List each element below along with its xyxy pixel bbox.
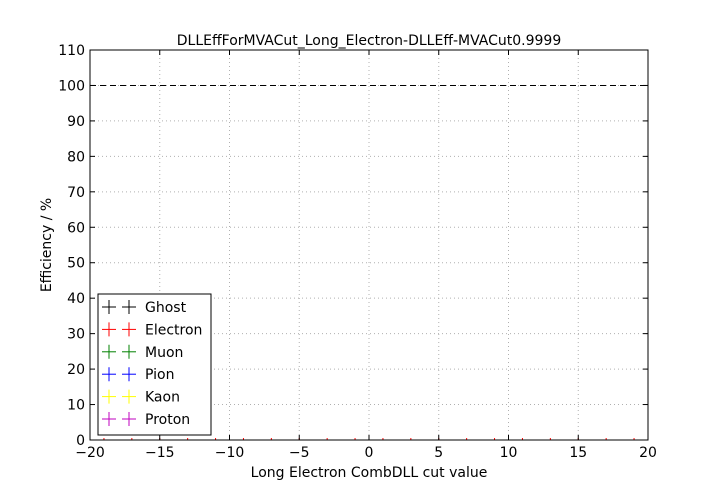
legend-item-ghost: Ghost: [102, 300, 187, 316]
legend-label: Muon: [145, 345, 183, 361]
y-tick-label: 40: [67, 291, 85, 307]
x-tick-label: 10: [500, 445, 518, 461]
legend-item-proton: Proton: [102, 412, 190, 428]
x-tick-label: 5: [434, 445, 443, 461]
y-axis-label: Efficiency / %: [39, 198, 55, 292]
legend-label: Proton: [145, 412, 190, 428]
y-tick-label: 60: [67, 220, 85, 236]
y-tick-label: 20: [67, 362, 85, 378]
y-tick-label: 110: [58, 43, 85, 59]
legend-item-pion: Pion: [102, 367, 174, 383]
chart-title: DLLEffForMVACut_Long_Electron-DLLEff-MVA…: [177, 33, 561, 49]
x-tick-label: 0: [365, 445, 374, 461]
legend-frame: [97, 293, 212, 436]
y-tick-label: 0: [76, 433, 85, 449]
y-tick-label: 80: [67, 149, 85, 165]
x-tick-label: 15: [569, 445, 587, 461]
y-tick-label: 30: [67, 327, 85, 343]
ticks: [89, 49, 649, 441]
legend-label: Electron: [145, 322, 202, 338]
legend-label: Pion: [145, 367, 174, 383]
legend-item-kaon: Kaon: [102, 389, 180, 406]
legend: Ghost Electron Muon Pion Kaon Proton: [97, 293, 212, 436]
y-tick-label: 70: [67, 185, 85, 201]
legend-label: Kaon: [145, 390, 180, 406]
x-axis-label: Long Electron CombDLL cut value: [251, 465, 488, 481]
legend-item-muon: Muon: [102, 344, 183, 361]
legend-item-electron: Electron: [102, 322, 202, 338]
y-tick-label: 100: [58, 78, 85, 94]
x-tick-labels: −20 −15 −10 −5 0 5 10 15 20: [75, 445, 657, 461]
x-tick-label: −20: [75, 445, 105, 461]
x-tick-label: −5: [289, 445, 310, 461]
y-tick-label: 10: [67, 398, 85, 414]
legend-label: Ghost: [145, 300, 187, 316]
y-tick-labels: 0 10 20 30 40 50 60 70 80 90 100 110: [58, 43, 85, 449]
x-tick-label: −10: [215, 445, 245, 461]
y-tick-label: 50: [67, 256, 85, 272]
y-tick-label: 90: [67, 114, 85, 130]
x-tick-label: −15: [145, 445, 175, 461]
x-tick-label: 20: [639, 445, 657, 461]
